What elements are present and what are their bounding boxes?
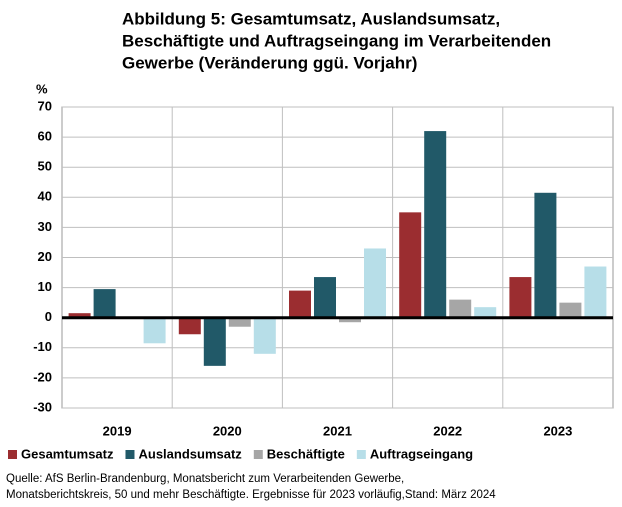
bar — [289, 290, 311, 318]
y-tick-label: 10 — [38, 279, 52, 294]
y-tick-label: 40 — [38, 189, 52, 204]
chart-title: Beschäftigte und Auftragseingang im Vera… — [122, 31, 551, 50]
y-tick-label: -30 — [33, 399, 52, 414]
y-tick-label: 50 — [38, 159, 52, 174]
y-tick-label: 20 — [38, 249, 52, 264]
bar — [253, 317, 276, 354]
y-tick-label: 30 — [38, 219, 52, 234]
bar — [364, 248, 386, 318]
y-tick-label: -10 — [33, 339, 52, 354]
bar — [509, 277, 532, 318]
bar — [314, 277, 336, 318]
bar — [559, 302, 582, 318]
bar — [339, 317, 361, 323]
x-tick-label: 2022 — [433, 423, 462, 438]
bar — [534, 192, 557, 318]
bar — [93, 289, 116, 318]
bar — [449, 299, 472, 318]
bar — [228, 317, 251, 327]
source: Quelle: AfS Berlin-Brandenburg, Monatsbe… — [6, 473, 404, 485]
bar — [584, 266, 607, 318]
bar — [399, 212, 422, 318]
y-axis-label: % — [36, 81, 48, 96]
legend-swatch — [356, 450, 366, 459]
y-tick-label: 70 — [38, 98, 52, 113]
x-tick-label: 2023 — [543, 423, 572, 438]
bar — [203, 317, 226, 366]
bar — [143, 317, 166, 344]
legend-label: Gesamtumsatz — [21, 446, 114, 461]
y-tick-label: -20 — [33, 369, 52, 384]
legend-swatch — [125, 450, 135, 459]
y-tick-label: 0 — [45, 309, 52, 324]
legend-swatch — [253, 450, 263, 459]
bar — [424, 131, 447, 318]
source: Monatsberichtskreis, 50 und mehr Beschäf… — [6, 489, 496, 501]
bar — [68, 313, 91, 318]
x-tick-label: 2019 — [103, 423, 132, 438]
y-tick-label: 60 — [38, 129, 52, 144]
x-tick-label: 2021 — [323, 423, 352, 438]
legend-swatch — [8, 450, 17, 459]
chart-title: Abbildung 5: Gesamtumsatz, Auslandsumsat… — [122, 9, 500, 28]
chart-title: Gewerbe (Veränderung ggü. Vorjahr) — [122, 53, 417, 72]
legend-label: Beschäftigte — [267, 446, 345, 461]
bar — [178, 317, 201, 335]
bar — [474, 307, 497, 318]
x-tick-label: 2020 — [213, 423, 242, 438]
legend-label: Auslandsumsatz — [138, 446, 242, 461]
legend-label: Auftragseingang — [370, 446, 473, 461]
